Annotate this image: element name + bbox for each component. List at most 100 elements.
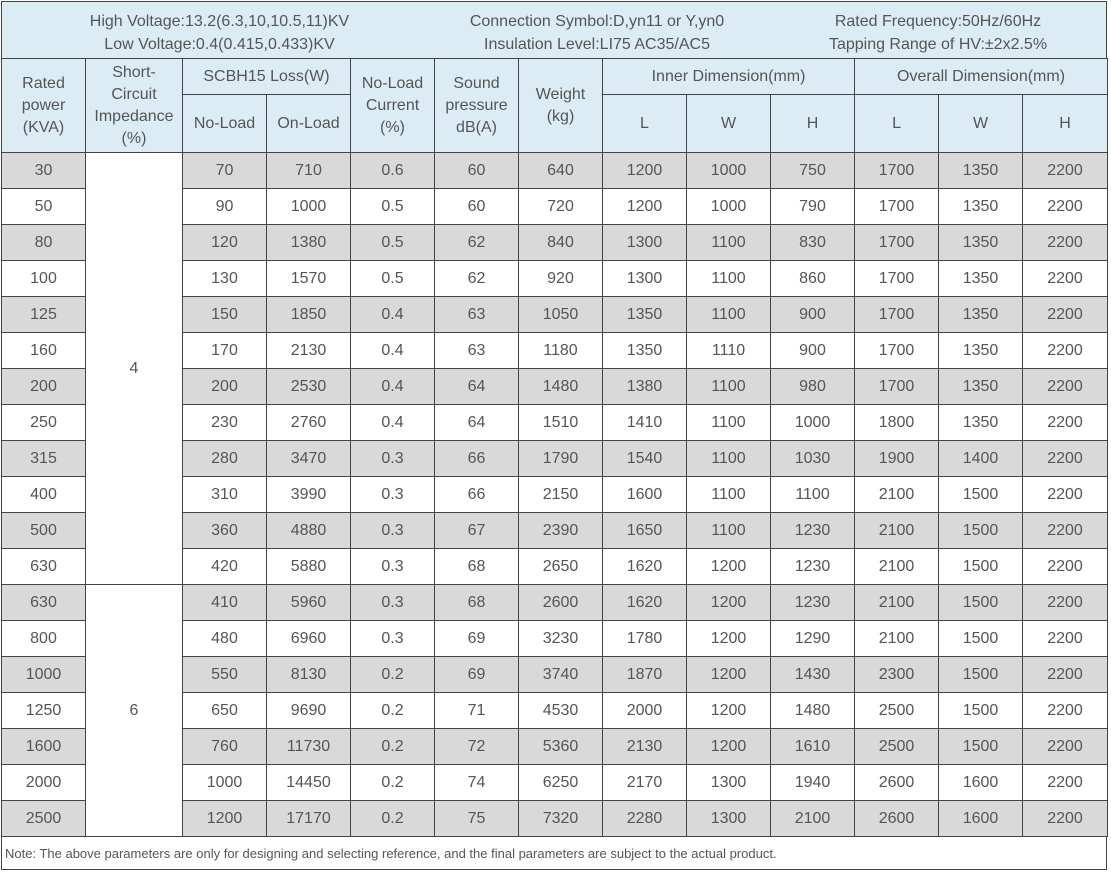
- table-cell: 650: [182, 692, 267, 729]
- table-cell: 1430: [769, 656, 856, 693]
- table-cell: 0.2: [350, 692, 435, 729]
- table-cell: 840: [518, 224, 603, 261]
- table-cell: 750: [769, 152, 856, 189]
- table-cell: 1350: [602, 296, 687, 333]
- table-cell: 5360: [518, 728, 603, 765]
- table-cell: 0.3: [350, 440, 435, 477]
- table-cell: 280: [182, 440, 267, 477]
- impedance-cell: 4: [85, 152, 183, 585]
- table-cell: 125: [1, 296, 86, 333]
- table-cell: 1500: [938, 548, 1024, 585]
- table-cell: 1200: [686, 692, 771, 729]
- table-cell: 1000: [1, 656, 86, 693]
- header-inner-h: H: [769, 94, 856, 153]
- table-row: 30 4 70 710 0.6 60 640 1200 1000 750 1700 1350 2200: [1, 152, 1109, 585]
- table-cell: 640: [518, 152, 603, 189]
- connection-info: Connection Symbol:D,yn11 or Y,yn0 Insula…: [407, 10, 787, 56]
- table-cell: 710: [266, 152, 351, 189]
- table-cell: 4530: [518, 692, 603, 729]
- table-cell: 63: [434, 296, 519, 333]
- table-cell: 130: [182, 260, 267, 297]
- table-cell: 0.4: [350, 296, 435, 333]
- table-cell: 1780: [602, 620, 687, 657]
- table-cell: 1500: [938, 476, 1024, 513]
- table-cell: 2200: [1022, 584, 1109, 621]
- table-cell: 1200: [182, 800, 267, 837]
- insulation-level-text: Insulation Level:LI75 AC35/AC5: [484, 36, 710, 53]
- table-cell: 420: [182, 548, 267, 585]
- table-cell: 3990: [266, 476, 351, 513]
- table-cell: 2100: [854, 548, 940, 585]
- table-cell: 1500: [938, 656, 1024, 693]
- table-cell: 410: [182, 584, 267, 621]
- table-cell: 2530: [266, 368, 351, 405]
- table-cell: 1700: [854, 296, 940, 333]
- table-cell: 1100: [686, 296, 771, 333]
- table-cell: 2100: [854, 584, 940, 621]
- table-row: 2000 1000 14450 0.2 74 6250 2170 1300 1940 2600 16…: [1, 764, 1109, 801]
- table-cell: 860: [769, 260, 856, 297]
- table-cell: 2500: [854, 692, 940, 729]
- table-cell: 2390: [518, 512, 603, 549]
- table-cell: 120: [182, 224, 267, 261]
- table-cell: 67: [434, 512, 519, 549]
- table-cell: 980: [769, 368, 856, 405]
- table-cell: 1230: [769, 512, 856, 549]
- table-cell: 1350: [938, 224, 1024, 261]
- low-voltage-text: Low Voltage:0.4(0.415,0.433)KV: [104, 36, 335, 53]
- table-cell: 2200: [1022, 260, 1109, 297]
- table-cell: 2500: [1, 800, 86, 837]
- table-cell: 2300: [854, 656, 940, 693]
- table-row: 630 6 410 5960 0.3 68 2600 1620 1200 1230 2100 1500…: [1, 584, 1109, 837]
- table-cell: 0.2: [350, 764, 435, 801]
- high-voltage-text: High Voltage:13.2(6.3,10,10.5,11)KV: [89, 13, 350, 30]
- table-cell: 0.5: [350, 260, 435, 297]
- table-cell: 1000: [769, 404, 856, 441]
- table-cell: 1870: [602, 656, 687, 693]
- spec-info-header: High Voltage:13.2(6.3,10,10.5,11)KV Low …: [1, 1, 1107, 58]
- table-cell: 62: [434, 224, 519, 261]
- table-cell: 1350: [938, 332, 1024, 369]
- table-cell: 6960: [266, 620, 351, 657]
- table-cell: 1940: [769, 764, 856, 801]
- table-cell: 1300: [686, 764, 771, 801]
- table-row: 2500 1200 17170 0.2 75 7320 2280 1300 2100 2600 16…: [1, 800, 1109, 837]
- table-cell: 160: [1, 332, 86, 369]
- table-cell: 1350: [938, 188, 1024, 225]
- table-cell: 630: [1, 584, 86, 621]
- table-cell: 1200: [686, 620, 771, 657]
- table-row: 315 280 3470 0.3 66 1790 1540 1100 1030 1900 1400 2…: [1, 440, 1109, 477]
- table-cell: 1200: [686, 728, 771, 765]
- table-cell: 2600: [518, 584, 603, 621]
- table-row: 400 310 3990 0.3 66 2150 1600 1100 1100 2100 1500 2…: [1, 476, 1109, 513]
- table-cell: 200: [182, 368, 267, 405]
- table-cell: 2650: [518, 548, 603, 585]
- table-cell: 1300: [602, 224, 687, 261]
- table-cell: 0.4: [350, 404, 435, 441]
- table-cell: 1900: [854, 440, 940, 477]
- table-cell: 1100: [686, 440, 771, 477]
- table-row: 1600 760 11730 0.2 72 5360 2130 1200 1610 2500 150…: [1, 728, 1109, 765]
- spec-table: Rated power (KVA) Short- Circuit Impedance (%…: [1, 58, 1109, 837]
- table-cell: 150: [182, 296, 267, 333]
- table-cell: 0.5: [350, 188, 435, 225]
- table-cell: 630: [1, 548, 86, 585]
- rated-frequency-text: Rated Frequency:50Hz/60Hz: [834, 13, 1042, 30]
- table-cell: 2200: [1022, 224, 1109, 261]
- table-cell: 74: [434, 764, 519, 801]
- table-cell: 1250: [1, 692, 86, 729]
- table-cell: 1000: [686, 188, 771, 225]
- table-cell: 790: [769, 188, 856, 225]
- table-cell: 50: [1, 188, 86, 225]
- table-cell: 170: [182, 332, 267, 369]
- table-row: 500 360 4880 0.3 67 2390 1650 1100 1230 2100 1500 2…: [1, 512, 1109, 549]
- table-cell: 310: [182, 476, 267, 513]
- table-cell: 1200: [602, 188, 687, 225]
- table-cell: 315: [1, 440, 86, 477]
- table-cell: 14450: [266, 764, 351, 801]
- table-cell: 2600: [854, 764, 940, 801]
- table-cell: 66: [434, 476, 519, 513]
- table-cell: 64: [434, 368, 519, 405]
- table-cell: 2130: [602, 728, 687, 765]
- table-row: 100 130 1570 0.5 62 920 1300 1100 860 1700 1350 220…: [1, 260, 1109, 297]
